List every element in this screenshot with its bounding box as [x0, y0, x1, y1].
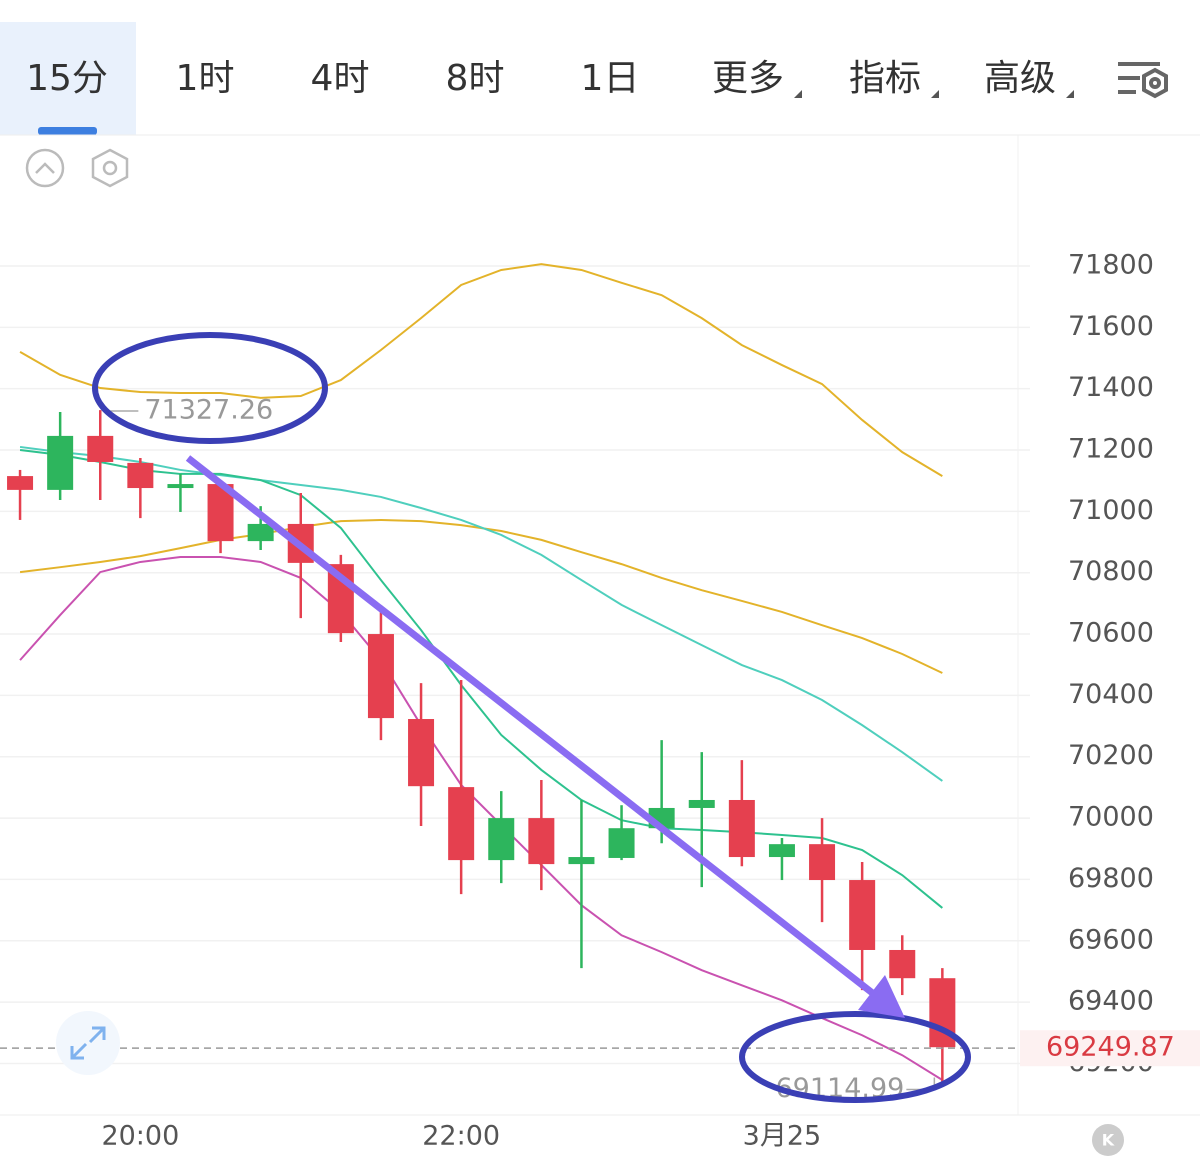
settings-icon[interactable] [1118, 62, 1168, 99]
dropdown-caret [794, 90, 802, 98]
user-drawing [92, 332, 971, 1103]
y-tick-label: 70400 [1068, 679, 1154, 710]
candle-body [608, 828, 635, 858]
tab[interactable]: 4时 [311, 58, 370, 99]
tab[interactable]: 高级 [984, 58, 1056, 99]
tab[interactable]: 指标 [849, 58, 921, 99]
last-price-label: 69249.87 [1046, 1032, 1175, 1063]
candle-body [688, 799, 715, 808]
dropdown-caret [931, 90, 939, 98]
y-tick-label: 71800 [1068, 249, 1154, 280]
candle-body [849, 880, 876, 950]
candle-body [809, 844, 836, 881]
y-tick-label: 71400 [1068, 372, 1154, 403]
kline-button[interactable]: K [1092, 1124, 1124, 1156]
candle-body [528, 818, 555, 865]
indicator-line [19, 445, 943, 782]
indicator-line [19, 518, 943, 674]
svg-text:K: K [1102, 1131, 1115, 1150]
indicator-line [19, 449, 943, 909]
high-label: 71327.26 [144, 394, 273, 425]
indicator-line [19, 263, 943, 477]
indicator-settings-icon[interactable] [91, 148, 129, 188]
candle-body [47, 435, 74, 490]
candle-body [568, 857, 595, 865]
y-tick-label: 71600 [1068, 311, 1154, 342]
candle-body [247, 523, 274, 542]
tab[interactable]: 更多 [712, 58, 784, 99]
candle-body [408, 719, 435, 787]
y-tick-label: 71000 [1068, 495, 1154, 526]
x-tick-label: 22:00 [422, 1121, 500, 1152]
y-tick-label: 70800 [1068, 556, 1154, 587]
user-arrow [185, 455, 905, 1018]
tab[interactable]: 1日 [581, 58, 640, 99]
candle-body [127, 462, 154, 489]
active-tab-indicator [38, 127, 97, 135]
candle-body [448, 787, 475, 861]
x-tick-label: 3月25 [743, 1121, 822, 1152]
last-price-bg [1020, 1030, 1200, 1067]
candle-body [87, 435, 114, 462]
tab[interactable]: 1时 [176, 58, 235, 99]
tab[interactable]: 8时 [446, 58, 505, 99]
collapse-icon[interactable] [25, 148, 65, 188]
dropdown-caret [1066, 90, 1074, 98]
candle-body [167, 484, 194, 489]
y-tick-label: 70200 [1068, 740, 1154, 771]
tab[interactable]: 15分 [26, 58, 108, 99]
y-tick-label: 69600 [1068, 924, 1154, 955]
active-tab-bg [0, 22, 136, 135]
candle-body [367, 634, 394, 719]
y-tick-label: 69400 [1068, 986, 1154, 1017]
y-tick-label: 70600 [1068, 618, 1154, 649]
candle-body [728, 799, 755, 858]
candle-body [7, 476, 34, 490]
indicator-line [19, 556, 943, 1081]
y-tick-label: 71200 [1068, 434, 1154, 465]
x-tick-label: 20:00 [101, 1121, 179, 1152]
candle-body [768, 844, 795, 858]
y-tick-label: 70000 [1068, 802, 1154, 833]
expand-icon[interactable] [56, 1011, 120, 1075]
candle-body [488, 818, 515, 861]
candle-body [889, 949, 916, 979]
y-tick-label: 69800 [1068, 863, 1154, 894]
